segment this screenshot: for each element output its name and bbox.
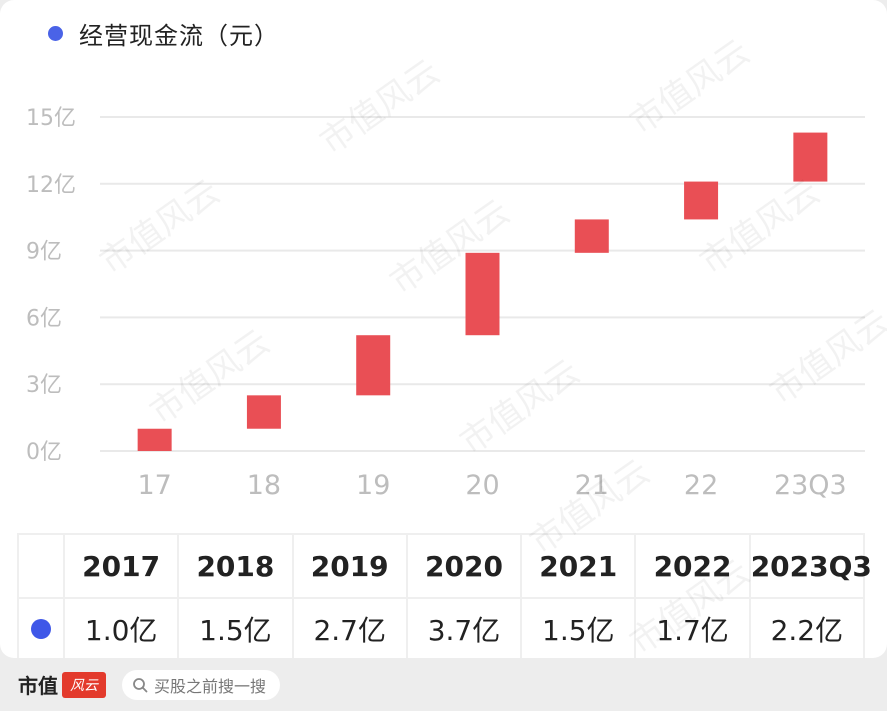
data-table: 2017 2018 2019 2020 2021 2022 2023Q3 1.0… <box>17 533 872 658</box>
table-corner-cell <box>17 533 65 599</box>
y-tick-label: 9亿 <box>26 240 62 265</box>
table-cell: 1.5亿 <box>520 597 637 658</box>
table-header-cell: 2023Q3 <box>748 533 872 599</box>
x-tick-label: 21 <box>575 470 609 501</box>
table-cell: 3.7亿 <box>405 597 523 658</box>
brand-text: 市值 <box>18 674 58 698</box>
table-header-cell: 2019 <box>291 533 408 599</box>
series-dot-icon <box>31 618 51 639</box>
table-row-marker <box>17 597 65 658</box>
table-cell: 1.0亿 <box>62 597 180 658</box>
waterfall-chart: 0亿 3亿 6亿 9亿 12亿 15亿 17 18 19 20 21 22 23Q3 <box>26 106 865 501</box>
bar-20[interactable] <box>465 252 500 336</box>
bar-17[interactable] <box>137 428 172 451</box>
legend-label: 经营现金流（元） <box>79 21 279 50</box>
search-box[interactable]: 买股之前搜一搜 <box>122 669 281 700</box>
brand-stamp: 风云 <box>62 671 106 698</box>
x-tick-label: 18 <box>247 470 281 501</box>
search-icon <box>133 677 148 692</box>
x-tick-label: 20 <box>465 470 499 501</box>
table-header-cell: 2018 <box>177 533 294 599</box>
search-placeholder: 买股之前搜一搜 <box>154 676 267 696</box>
table-cell: 2.2亿 <box>748 597 866 658</box>
x-tick-label: 19 <box>356 470 390 501</box>
legend[interactable]: 经营现金流（元） <box>48 18 279 50</box>
bar-18[interactable] <box>246 395 281 429</box>
legend-dot-icon <box>48 25 63 41</box>
y-tick-label: 15亿 <box>26 106 76 131</box>
table-header-row: 2017 2018 2019 2020 2021 2022 2023Q3 <box>17 533 872 599</box>
x-tick-label: 17 <box>137 470 171 501</box>
table-cell: 1.5亿 <box>177 597 294 658</box>
y-tick-label: 3亿 <box>26 373 62 398</box>
footer: 市值 风云 买股之前搜一搜 <box>0 658 887 711</box>
table-header-cell: 2022 <box>634 533 751 599</box>
label-layer: 0亿 3亿 6亿 9亿 12亿 15亿 17 18 19 20 21 22 23Q3 <box>26 106 847 501</box>
chart-card: 经营现金流（元） 0亿 3亿 6亿 9亿 12亿 15亿 17 18 19 20 21 22 23Q3 … <box>0 0 887 658</box>
y-tick-label: 12亿 <box>26 173 76 198</box>
brand-logo: 市值 风云 <box>18 670 106 699</box>
y-tick-label: 6亿 <box>26 306 62 331</box>
grid-layer <box>100 116 865 452</box>
bar-19[interactable] <box>356 335 391 396</box>
table-header-cell: 2020 <box>405 533 523 599</box>
x-tick-label: 23Q3 <box>774 470 847 501</box>
table-cell: 1.7亿 <box>634 597 751 658</box>
y-tick-label: 0亿 <box>26 440 62 465</box>
bar-21[interactable] <box>574 219 609 253</box>
bar-layer <box>137 132 828 451</box>
bar-23Q3[interactable] <box>793 132 828 182</box>
table-cell: 2.7亿 <box>291 597 408 658</box>
bar-22[interactable] <box>684 181 719 220</box>
table-header-cell: 2017 <box>62 533 180 599</box>
table-header-cell: 2021 <box>520 533 637 599</box>
x-tick-label: 22 <box>684 470 718 501</box>
table-row: 1.0亿 1.5亿 2.7亿 3.7亿 1.5亿 1.7亿 2.2亿 <box>17 597 866 658</box>
